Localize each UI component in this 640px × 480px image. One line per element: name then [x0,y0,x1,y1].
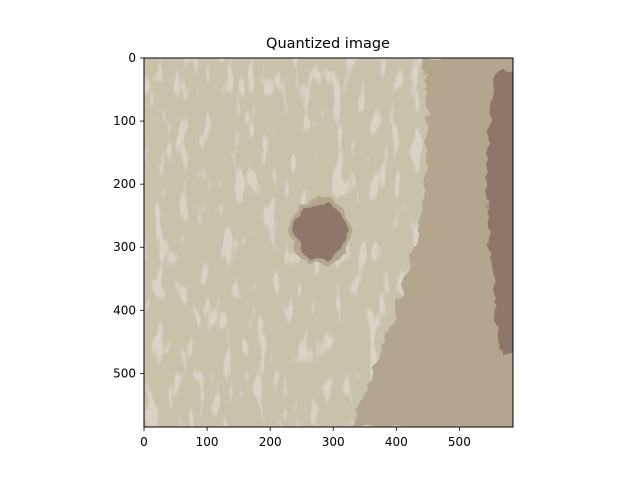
right-edge-band [350,58,513,427]
y-axis: 0 100 200 300 400 500 [113,51,144,380]
y-tick-label: 300 [113,240,136,254]
x-axis: 0 100 200 300 400 500 [140,427,471,449]
plot-frame [143,57,514,428]
right-edge-dark-band [486,70,513,355]
x-tick-label: 300 [322,435,345,449]
x-tick-label: 400 [385,435,408,449]
y-tick-label: 500 [113,366,136,380]
x-tick-label: 500 [448,435,471,449]
x-tick-label: 0 [140,435,148,449]
quantized-image [144,58,513,427]
y-tick-label: 100 [113,114,136,128]
dark-spot [295,203,346,260]
chart-title: Quantized image [266,36,390,52]
x-tick-label: 100 [196,435,219,449]
y-tick-label: 0 [128,51,136,65]
x-tick-label: 200 [259,435,282,449]
y-tick-label: 200 [113,177,136,191]
y-tick-label: 400 [113,303,136,317]
